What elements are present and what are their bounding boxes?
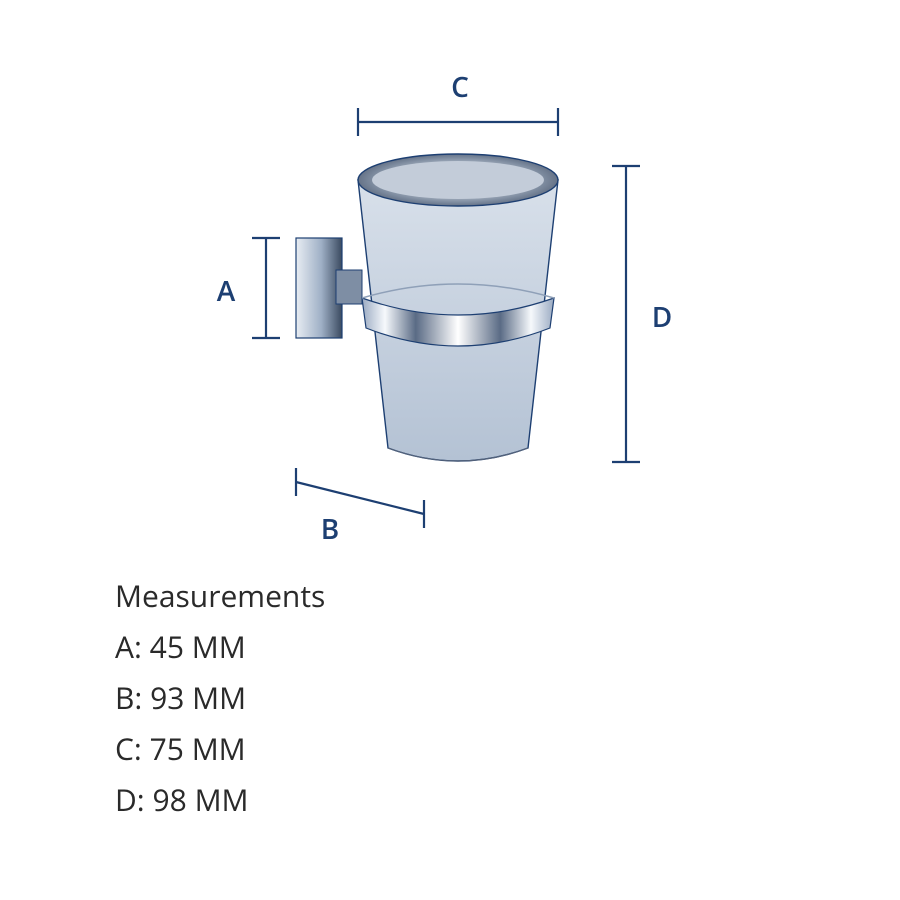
measurement-row: A: 45 MM bbox=[115, 626, 325, 667]
dim-c bbox=[358, 108, 558, 136]
dim-label-c: C bbox=[448, 68, 472, 106]
page: C D A B Measurements A: 45 MM B: 93 MM C… bbox=[0, 0, 900, 900]
dim-label-a: A bbox=[214, 272, 238, 310]
wall-bracket bbox=[296, 238, 362, 338]
measurement-value: 75 MM bbox=[150, 728, 246, 769]
measurements-title: Measurements bbox=[115, 575, 325, 616]
dim-a bbox=[252, 238, 280, 338]
measurement-row: D: 98 MM bbox=[115, 779, 325, 820]
measurement-key: B bbox=[115, 677, 134, 718]
measurement-value: 98 MM bbox=[152, 779, 248, 820]
measurement-key: C bbox=[115, 728, 134, 769]
dim-label-b: B bbox=[318, 510, 342, 548]
dim-b bbox=[296, 468, 424, 528]
dim-label-d: D bbox=[650, 298, 674, 336]
dim-d bbox=[612, 166, 640, 462]
diagram-svg bbox=[200, 70, 720, 530]
measurement-key: D bbox=[115, 779, 137, 820]
measurement-row: C: 75 MM bbox=[115, 728, 325, 769]
product-dimension-diagram: C D A B bbox=[200, 70, 720, 530]
measurement-key: A bbox=[115, 626, 134, 667]
measurements-block: Measurements A: 45 MM B: 93 MM C: 75 MM … bbox=[115, 575, 325, 830]
measurement-value: 45 MM bbox=[150, 626, 246, 667]
measurement-value: 93 MM bbox=[150, 677, 246, 718]
measurement-row: B: 93 MM bbox=[115, 677, 325, 718]
